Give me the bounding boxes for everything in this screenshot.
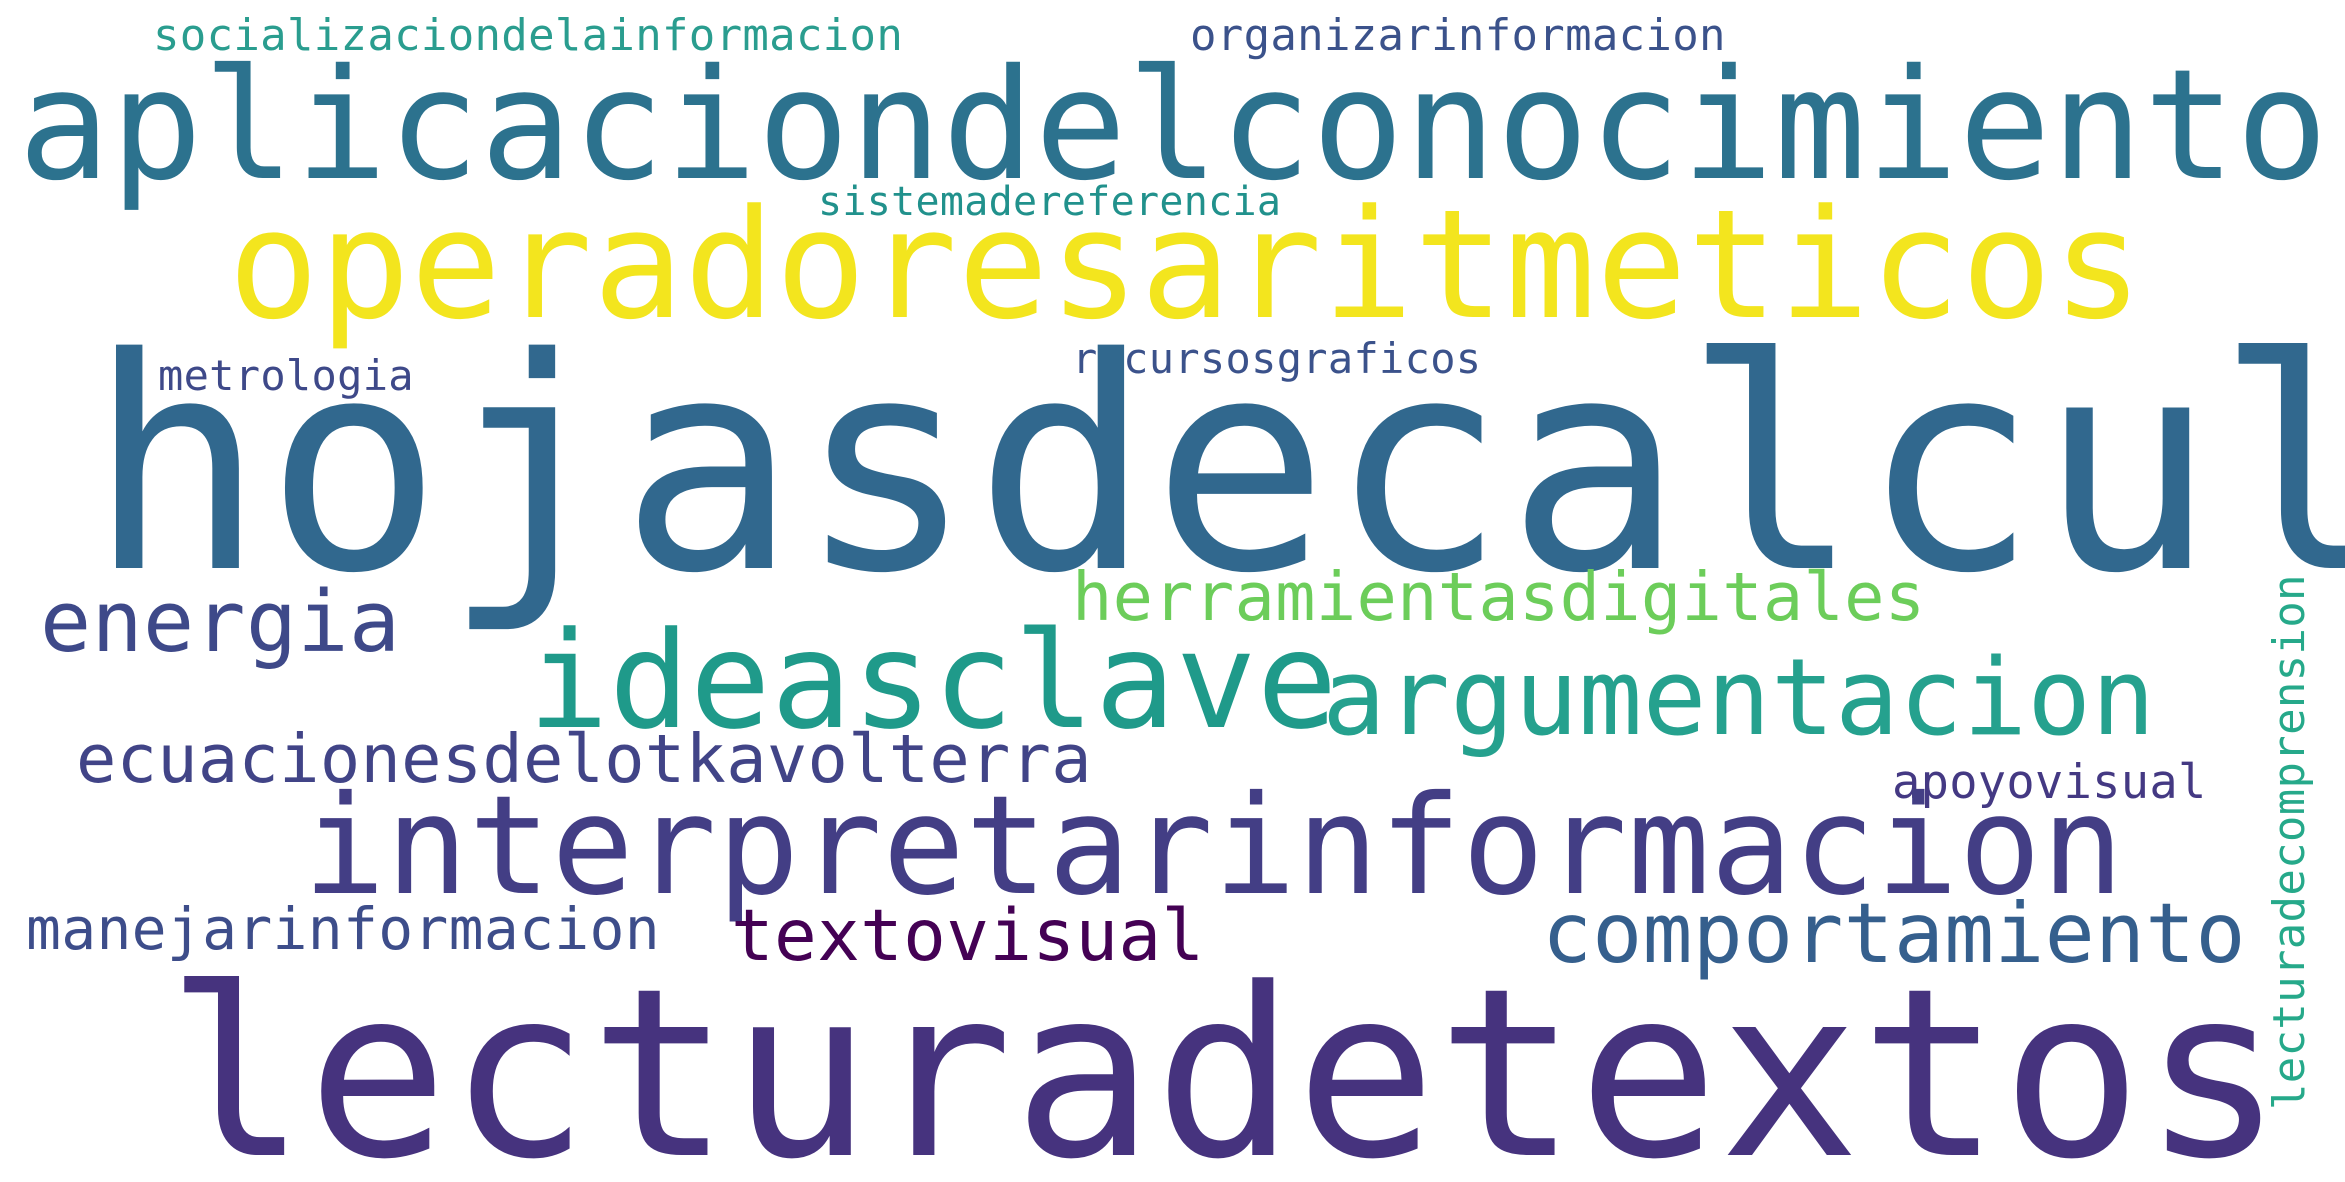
word-herramientasdigitales: herramientasdigitales [1072, 558, 1926, 636]
word-recursosgraficos: recursosgraficos [1072, 334, 1482, 383]
word-socializaciondelainformacion: socializaciondelainformacion [153, 10, 904, 61]
word-argumentacion: argumentacion [1322, 636, 2156, 759]
word-comportamiento: comportamiento [1542, 885, 2246, 982]
word-aplicaciondelconocimiento: aplicaciondelconocimiento [18, 37, 2329, 215]
word-energia: energia [40, 573, 401, 672]
word-hojasdecalculo: hojasdecalculo [88, 296, 2345, 638]
word-ecuacionesdelotkavolterra: ecuacionesdelotkavolterra [76, 720, 1092, 798]
word-ideasclave: ideasclave [528, 603, 1338, 759]
word-metrologia: metrologia [158, 351, 414, 400]
word-apoyovisual: apoyovisual [1892, 755, 2207, 810]
word-sistemadereferencia: sistemadereferencia [818, 179, 1282, 225]
word-manejarinformacion: manejarinformacion [26, 895, 660, 963]
word-interpretarinformacion: interpretarinformacion [303, 767, 2125, 926]
word-lecturadecomprension: lecturadecomprension [2264, 574, 2315, 1110]
word-textovisual: textovisual [731, 894, 1205, 977]
word-operadoresaritmeticos: operadoresaritmeticos [228, 177, 2144, 353]
word-lecturadetextos: lecturadetextos [166, 939, 2284, 1182]
word-organizarinformacion: organizarinformacion [1190, 10, 1726, 61]
